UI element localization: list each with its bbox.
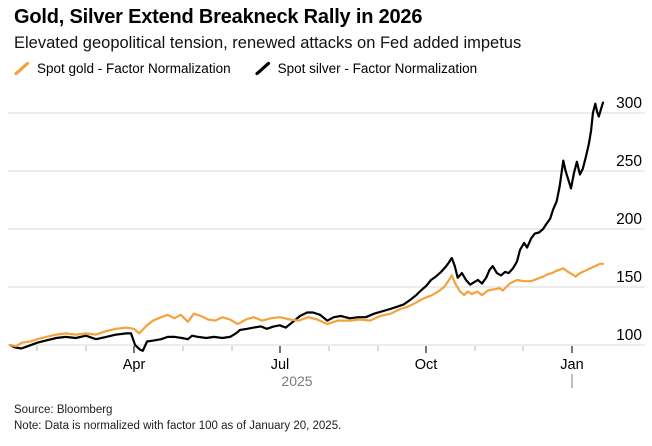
y-axis-label-200: 200 (616, 211, 642, 228)
silver-series-line (8, 101, 605, 352)
y-axis-label-250: 250 (616, 153, 642, 170)
legend-item-spot-gold: Spot gold - Factor Normalization (14, 61, 231, 76)
source-note: Source: Bloomberg (14, 404, 113, 416)
normalization-note: Note: Data is normalized with factor 100… (14, 420, 342, 432)
legend-label-spot-gold: Spot gold - Factor Normalization (37, 61, 231, 76)
chart-title: Gold, Silver Extend Breakneck Rally in 2… (14, 6, 423, 28)
x-axis-year-label: 2025 (281, 373, 312, 389)
x-axis-label-Apr: Apr (123, 357, 146, 373)
y-axis-label-300: 300 (616, 95, 642, 112)
silver-line-marker-icon (254, 61, 270, 76)
chart-subtitle: Elevated geopolitical tension, renewed a… (14, 34, 522, 52)
y-axis-label-150: 150 (616, 269, 642, 286)
y-axis-label-100: 100 (616, 327, 642, 344)
x-axis-label-Oct: Oct (415, 357, 438, 373)
chart-footer: Source: Bloomberg Note: Data is normaliz… (14, 402, 341, 434)
x-axis-label-Jul: Jul (271, 357, 290, 373)
gold-series-line (8, 262, 605, 348)
legend: Spot gold - Factor Normalization Spot si… (14, 61, 477, 76)
legend-item-spot-silver: Spot silver - Factor Normalization (254, 61, 478, 76)
gold-line-marker-icon (14, 61, 30, 76)
x-axis-label-Jan: Jan (560, 357, 583, 373)
legend-label-spot-silver: Spot silver - Factor Normalization (277, 61, 478, 76)
